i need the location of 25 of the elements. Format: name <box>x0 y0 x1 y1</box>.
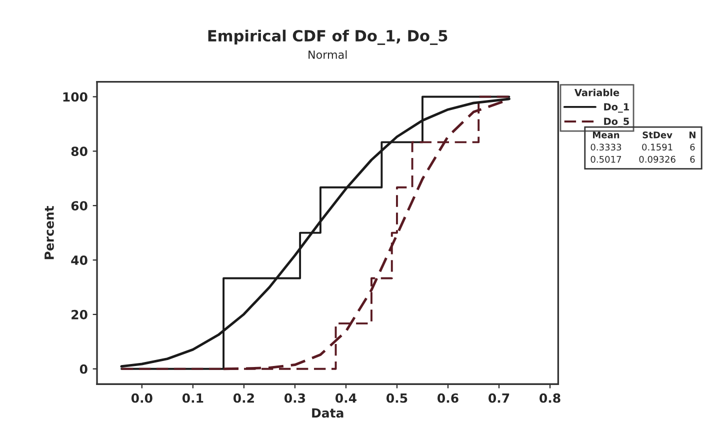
x-tick-label: 0.4 <box>335 393 356 403</box>
x-tick-label: 0.7 <box>488 393 510 403</box>
x-axis-title: Data <box>312 408 344 418</box>
y-tick-label: 20 <box>72 310 88 320</box>
chart-title: Empirical CDF of Do_1, Do_5 <box>208 30 448 45</box>
text: 0.3333 0.1591 6 <box>590 144 695 151</box>
legend-label: Do_5 <box>604 118 629 128</box>
y-tick-label: 100 <box>63 92 88 102</box>
x-tick-label: 0.0 <box>131 393 152 403</box>
y-tick-label: 0 <box>80 364 88 374</box>
chart-subtitle: Normal <box>308 50 347 59</box>
text: 0.5017 0.09326 6 <box>590 156 695 163</box>
legend-title: Variable <box>574 88 620 96</box>
y-tick-label: 60 <box>71 201 88 211</box>
y-tick-label: 80 <box>71 146 88 156</box>
text: Mean StDev N <box>593 132 696 138</box>
x-tick-label: 0.5 <box>386 393 408 403</box>
x-tick-label: 0.6 <box>438 393 458 403</box>
x-tick-label: 0.8 <box>540 393 560 403</box>
x-tick-label: 0.3 <box>284 393 306 403</box>
x-tick-label: 0.1 <box>182 393 204 403</box>
x-tick-label: 0.2 <box>233 393 254 403</box>
y-axis-title: Percent <box>44 206 54 260</box>
legend-label: Do_1 <box>604 103 629 113</box>
y-tick-label: 40 <box>71 255 88 265</box>
